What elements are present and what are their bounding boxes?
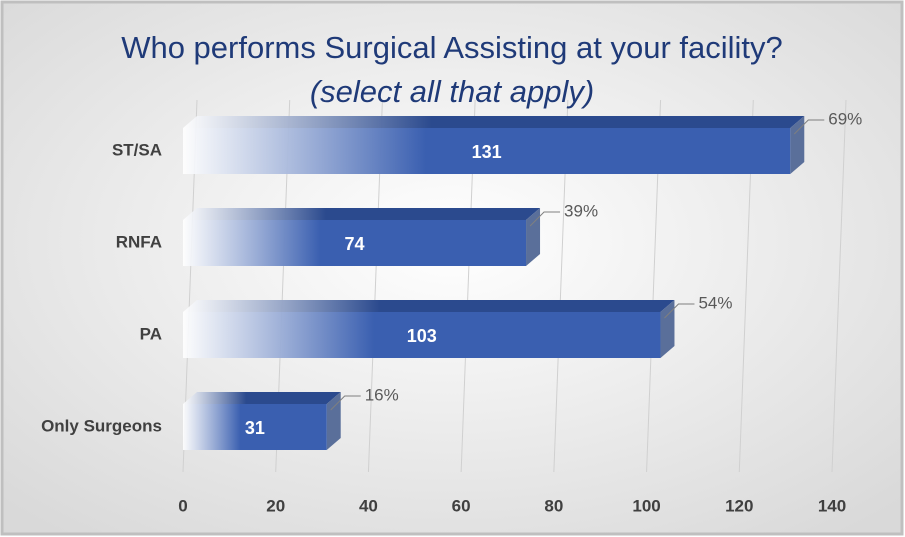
leader-line <box>664 303 695 319</box>
percent-label: 16% <box>365 385 399 404</box>
x-tick-label: 40 <box>359 496 378 515</box>
leader-line <box>529 211 561 227</box>
leader-line <box>793 119 825 135</box>
bar <box>183 128 791 174</box>
chart-title: Who performs Surgical Assisting at your … <box>112 26 792 114</box>
percent-label: 69% <box>828 109 862 128</box>
percent-label: 39% <box>564 201 598 220</box>
bar-side <box>790 116 805 174</box>
y-tick-label: ST/SA <box>112 140 162 159</box>
bar <box>183 312 661 358</box>
bar-side <box>660 300 675 358</box>
title-text: Who performs Surgical Assisting at your … <box>121 30 783 65</box>
y-tick-label: PA <box>140 324 162 343</box>
bar-side <box>526 208 541 266</box>
x-tick-label: 60 <box>452 496 471 515</box>
x-tick-label: 80 <box>544 496 563 515</box>
bar-top <box>183 392 341 404</box>
percent-label: 54% <box>698 293 732 312</box>
bar-side <box>326 392 341 450</box>
bar-top <box>183 208 541 220</box>
x-tick-label: 0 <box>178 496 187 515</box>
bar <box>183 220 527 266</box>
value-label: 103 <box>407 326 437 346</box>
value-label: 131 <box>472 142 502 162</box>
leader-line <box>330 395 361 411</box>
bar-top <box>183 300 675 312</box>
bar-top <box>183 116 805 128</box>
y-tick-label: Only Surgeons <box>41 416 162 435</box>
bar <box>183 404 327 450</box>
x-tick-label: 120 <box>725 496 753 515</box>
x-tick-label: 140 <box>818 496 846 515</box>
value-label: 74 <box>345 234 365 254</box>
x-tick-label: 100 <box>632 496 660 515</box>
subtitle: (select all that apply) <box>309 74 595 109</box>
value-label: 31 <box>245 418 265 438</box>
x-tick-label: 20 <box>266 496 285 515</box>
grid-line <box>831 99 847 473</box>
y-tick-label: RNFA <box>116 232 162 251</box>
